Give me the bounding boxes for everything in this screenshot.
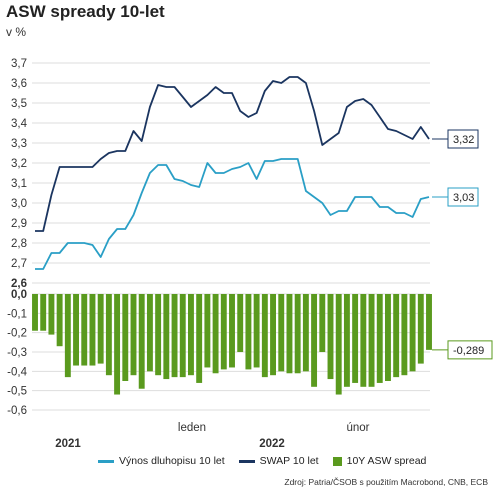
spread-bar: [302, 294, 309, 372]
spread-bar: [146, 294, 153, 372]
spread-bar: [335, 294, 342, 395]
spread-bar: [352, 294, 359, 383]
spread-bar: [426, 294, 432, 350]
legend-swatch-spread: [332, 456, 342, 466]
spread-bar: [220, 294, 227, 370]
legend-label-spread: 10Y ASW spread: [346, 455, 427, 467]
spread-bar: [89, 294, 96, 366]
legend-item-swap: SWAP 10 let: [238, 455, 319, 467]
spread-bar: [163, 294, 170, 380]
spread-bar: [204, 294, 211, 368]
spread-bar: [278, 294, 285, 372]
spread-bar: [130, 294, 137, 376]
y-tick-label: -0,1: [7, 308, 27, 320]
x-tick-label: leden: [178, 422, 206, 434]
y-tick-label: 0,0: [11, 289, 27, 301]
spread-end-box: [447, 340, 493, 360]
spread-bar: [179, 294, 186, 378]
y-tick-label: 2,6: [11, 278, 27, 290]
spread-bar: [294, 294, 301, 374]
spread-bar: [32, 294, 38, 331]
spread-bar: [81, 294, 88, 366]
spread-bar: [73, 294, 79, 366]
spread-bar: [48, 294, 55, 335]
spread-bar: [401, 294, 408, 376]
spread-bar: [237, 294, 244, 352]
y-tick-label: 3,3: [11, 138, 27, 150]
y-tick-label: -0,4: [7, 366, 27, 378]
spread-bar: [171, 294, 178, 378]
y-tick-label: -0,2: [7, 328, 27, 340]
legend-label-yield: Výnos dluhopisu 10 let: [119, 455, 225, 467]
spread-bar: [385, 294, 391, 381]
y-tick-label: 2,8: [11, 238, 27, 250]
y-tick-label: 2,7: [11, 258, 27, 270]
legend-item-spread: 10Y ASW spread: [332, 455, 427, 467]
y-tick-label: 3,1: [11, 178, 27, 190]
spread-bar: [311, 294, 318, 387]
spread-bar: [188, 294, 194, 376]
y-tick-label: 3,7: [11, 58, 27, 70]
spread-bar: [368, 294, 375, 387]
spread-bar: [393, 294, 400, 378]
spread-bar: [105, 294, 112, 376]
spread-bar: [40, 294, 47, 331]
spread-bar: [155, 294, 162, 376]
swap-end-box: [447, 129, 479, 149]
y-tick-label: 3,5: [11, 98, 27, 110]
legend-swatch-swap: [238, 459, 255, 463]
x-tick-label: únor: [346, 422, 369, 434]
spread-bar: [270, 294, 276, 376]
y-tick-label: 3,4: [11, 118, 28, 130]
spread-bar: [138, 294, 145, 389]
source-note: Zdroj: Patria/ČSOB s použitím Macrobond,…: [284, 477, 488, 487]
spread-bar: [64, 294, 71, 378]
y-tick-label: -0,3: [7, 347, 27, 359]
spread-bar: [417, 294, 424, 364]
spread-bar: [196, 294, 203, 383]
y-tick-label: 3,2: [11, 158, 27, 170]
unit-label: v %: [6, 25, 27, 39]
spread-bar: [343, 294, 350, 387]
spread-bar: [286, 294, 293, 374]
spread-bar: [261, 294, 268, 378]
legend-swatch-yield: [98, 459, 114, 463]
x-tick-label: 2021: [55, 438, 81, 450]
y-tick-label: 2,9: [11, 218, 27, 230]
spread-bar: [409, 294, 416, 372]
y-tick-label: -0,6: [7, 405, 27, 417]
swap-end-label: 3,32: [453, 134, 474, 146]
spread-bar: [319, 294, 326, 352]
spread-bar: [229, 294, 235, 368]
spread-bar: [360, 294, 367, 387]
y-tick-label: 3,6: [11, 78, 27, 90]
yield-end-box: [447, 187, 479, 207]
spread-bar: [56, 294, 63, 347]
legend-item-yield: Výnos dluhopisu 10 let: [98, 455, 225, 467]
spread-bar: [376, 294, 383, 383]
legend-label-swap: SWAP 10 let: [259, 455, 319, 467]
x-tick-label: 2022: [259, 438, 285, 450]
spread-bar: [114, 294, 121, 395]
y-tick-label: 3,0: [11, 198, 27, 210]
spread-bar: [327, 294, 334, 380]
y-tick-label: -0,5: [7, 386, 27, 398]
spread-bar: [245, 294, 252, 370]
swap-line: [35, 76, 430, 232]
spread-bar: [212, 294, 219, 374]
yield-end-label: 3,03: [453, 192, 474, 204]
legend: Výnos dluhopisu 10 let SWAP 10 let 10Y A…: [98, 455, 426, 467]
spread-bar: [97, 294, 104, 364]
spread-bar: [253, 294, 260, 368]
chart-title: ASW spready 10-let: [6, 2, 165, 21]
spread-bar: [122, 294, 129, 381]
spread-end-label: -0,289: [453, 345, 484, 357]
yield-line: [35, 158, 430, 270]
